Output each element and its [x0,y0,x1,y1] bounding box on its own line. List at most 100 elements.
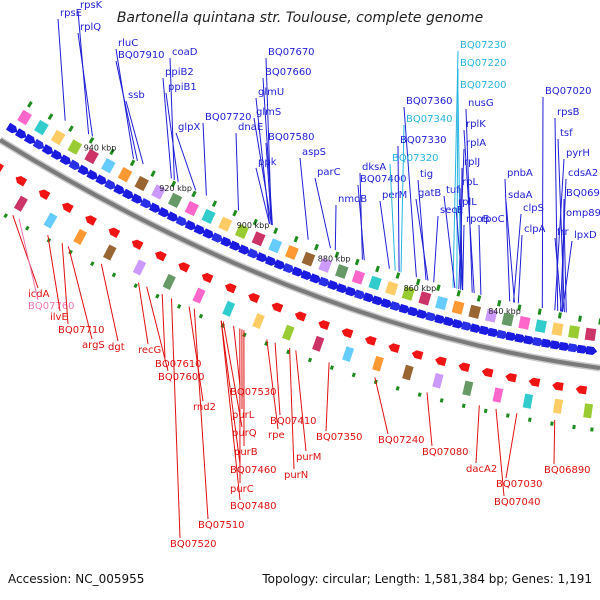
forward-gene-label: rplL [458,197,477,208]
reverse-label-leader [188,306,204,402]
feature-block [167,192,183,208]
forward-gene-arrow [23,133,36,145]
forward-gene-label: BQ07320 [392,153,439,164]
tick-marker [109,148,115,156]
forward-gene-arrow [184,220,197,231]
forward-gene-arrow [389,301,402,311]
reverse-label-leader [18,218,39,301]
forward-gene-arrow [532,337,544,347]
feature-block [117,167,133,183]
forward-gene-arrow [567,343,580,353]
forward-label-leader [517,234,523,304]
tick-marker [476,295,482,302]
forward-label-leader [455,207,464,291]
forward-gene-arrow [585,346,598,355]
reverse-gene-label: BQ07520 [170,539,217,550]
reverse-gene-arrow [131,239,144,250]
forward-label-leader [334,204,337,251]
reverse-label-leader [266,339,279,430]
forward-label-leader [462,224,465,291]
forward-gene-arrow [229,240,241,251]
feature-block [134,175,149,192]
reverse-label-leader [233,325,241,387]
tick-marker [537,308,542,315]
feature-block-reverse [552,398,564,414]
forward-label-leader [255,97,270,224]
tick-marker [354,258,360,266]
tick-marker [191,190,197,198]
forward-label-leader [465,108,473,293]
reverse-gene-arrow [528,377,541,387]
forward-gene-arrow [264,255,277,266]
reverse-gene-arrow [62,202,74,214]
genome-backbone [0,138,600,370]
forward-label-leader [165,92,179,182]
forward-gene-arrow [238,244,250,255]
forward-gene-arrow [576,344,589,354]
reverse-gene-arrow [178,262,191,273]
forward-label-leader [77,32,93,137]
forward-gene-label: glpX [178,122,200,133]
forward-label-leader [541,96,544,309]
forward-gene-arrow [398,303,411,314]
reverse-gene-arrow [318,320,330,331]
forward-label-leader [478,224,482,295]
forward-label-leader [379,200,390,269]
tick-marker [47,113,54,121]
forward-gene-arrow [247,248,259,259]
tick-marker [375,265,380,273]
forward-gene-label: BQ07340 [406,114,453,125]
forward-gene-arrow [505,331,518,341]
accession-text: Accession: NC_005955 [8,572,145,586]
forward-gene-arrow [425,311,438,322]
forward-label-leader [505,200,515,303]
forward-gene-arrow [362,292,375,303]
forward-label-leader [357,184,365,261]
forward-label-leader [562,240,573,312]
reverse-gene-label: dgt [108,342,125,353]
forward-gene-label: BQ07660 [265,67,312,78]
reverse-gene-arrow [294,311,307,322]
forward-gene-label: coaD [172,47,198,58]
tick-marker [111,272,117,278]
forward-label-leader [125,100,144,165]
forward-gene-arrow [50,149,63,160]
forward-gene-label: lpxD [574,230,597,241]
reverse-gene-label: BQ07040 [494,497,541,508]
tick-marker [252,218,258,226]
forward-label-leader [314,177,331,249]
forward-label-leader [403,106,417,278]
reverse-gene-arrow [388,343,401,353]
forward-gene-arrow [32,138,45,150]
reverse-gene-arrow [248,293,260,304]
scale-tick-label: 860 kbp [404,284,437,293]
scale-tick-label: 940 kbp [84,144,117,153]
forward-gene-label: BQ06960 [566,188,600,199]
feature-block [234,223,249,240]
forward-gene-label: tig [420,169,433,180]
forward-gene-arrow [336,283,348,294]
reverse-label-leader [171,298,181,539]
feature-block [17,109,32,126]
reverse-gene-arrow [575,385,588,395]
forward-gene-arrow [309,273,322,284]
forward-gene-label: rpsB [557,107,580,118]
feature-block [151,184,166,200]
forward-gene-label: glmS [256,107,281,118]
feature-block [501,312,514,327]
forward-gene-arrow [478,325,491,335]
feature-block [301,251,316,267]
forward-label-leader [57,18,66,121]
feature-block [368,275,382,291]
tick-marker [25,225,30,231]
forward-label-leader [255,167,270,225]
forward-gene-arrow [282,263,295,274]
forward-label-leader [554,158,565,311]
scale-tick-label: 920 kbp [159,184,192,193]
forward-label-leader [554,237,562,312]
reverse-gene-label: argS [82,340,105,351]
forward-gene-arrow [256,252,268,263]
forward-gene-label: tsf [560,128,573,139]
reverse-gene-arrow [341,328,354,339]
